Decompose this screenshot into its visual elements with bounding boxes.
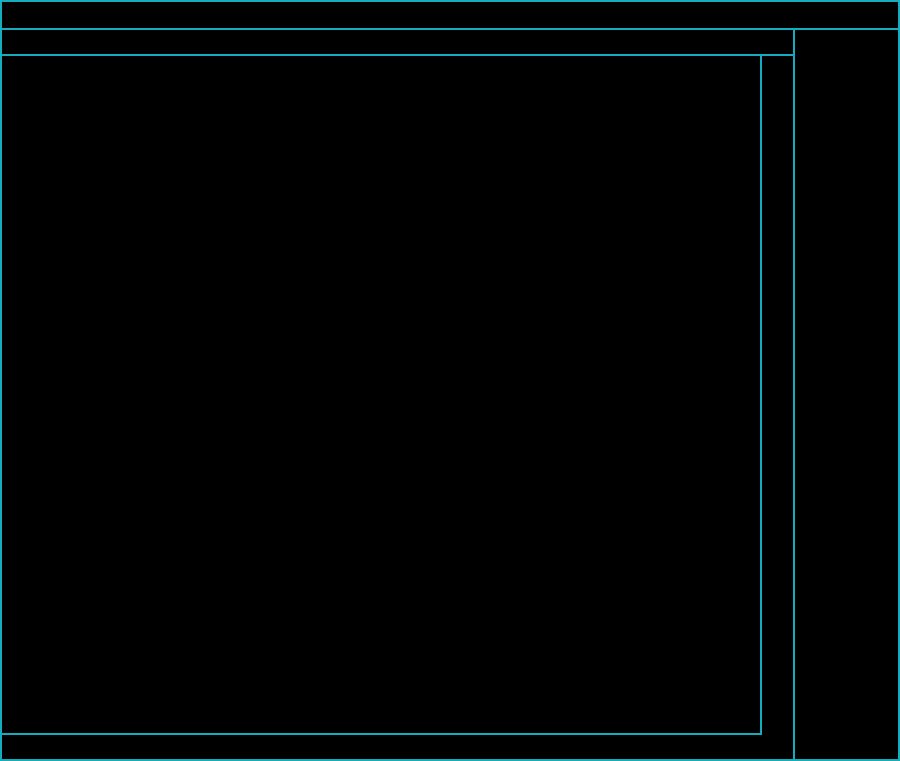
bottom-axis	[2, 735, 793, 759]
radar-map[interactable]	[8, 56, 760, 733]
scale-panel	[793, 30, 898, 759]
title-bar	[2, 2, 898, 30]
right-axis	[762, 56, 793, 733]
map-right-border	[760, 56, 762, 735]
map-bottom-border	[2, 733, 762, 735]
info-bar	[2, 30, 793, 56]
